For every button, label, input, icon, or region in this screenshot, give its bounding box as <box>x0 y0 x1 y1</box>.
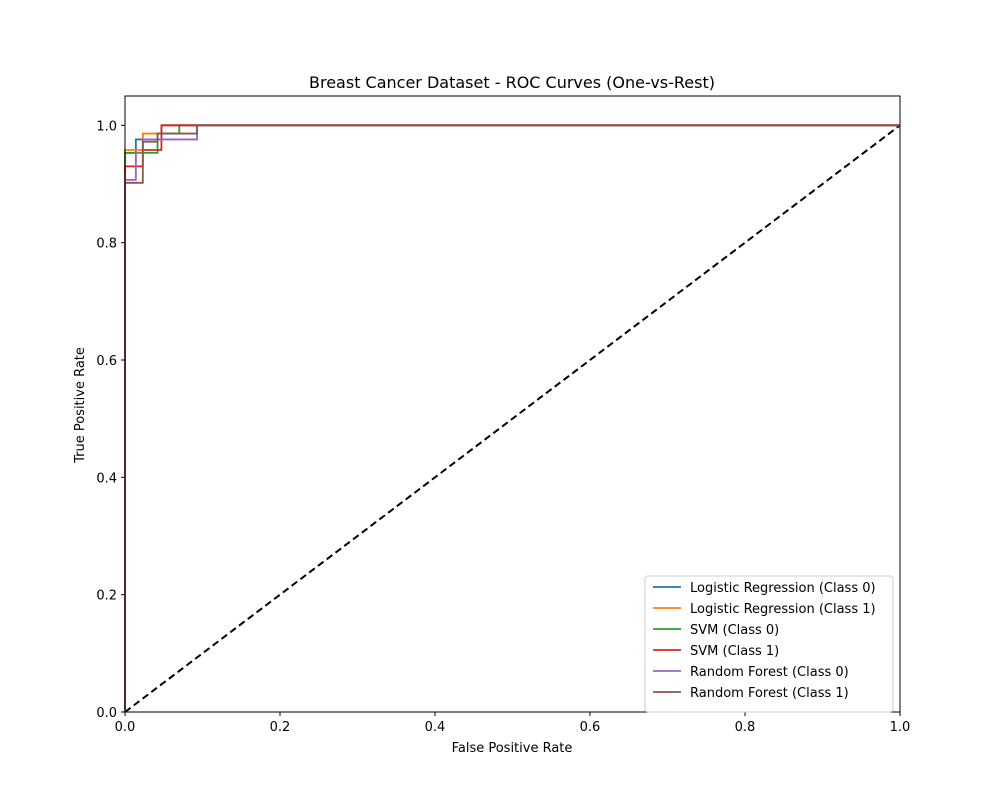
legend: Logistic Regression (Class 0) Logistic Re… <box>644 575 894 713</box>
y-tick-label: 0.2 <box>96 589 117 604</box>
reference-diagonal-line <box>124 124 901 713</box>
legend-label: SVM (Class 1) <box>690 644 779 659</box>
y-tick-label: 0.0 <box>96 706 117 721</box>
plot-lines <box>124 124 901 713</box>
roc-curve-series-5 <box>124 124 900 712</box>
y-tick-label: 1.0 <box>96 119 117 134</box>
x-tick-label: 0.2 <box>270 720 291 735</box>
x-tick-label: 1.0 <box>890 720 911 735</box>
y-axis-label: True Positive Rate <box>73 347 88 464</box>
y-axis-ticks: 0.0 0.2 0.4 0.6 0.8 1.0 <box>96 119 125 721</box>
legend-label: SVM (Class 0) <box>690 623 779 638</box>
x-axis-ticks: 0.0 0.2 0.4 0.6 0.8 1.0 <box>115 712 911 735</box>
x-tick-label: 0.6 <box>580 720 601 735</box>
y-tick-label: 0.8 <box>96 237 117 252</box>
x-tick-label: 0.0 <box>115 720 136 735</box>
legend-label: Logistic Regression (Class 0) <box>690 581 876 596</box>
legend-label: Random Forest (Class 1) <box>690 686 849 701</box>
y-tick-label: 0.6 <box>96 354 117 369</box>
plot-frame <box>124 95 901 713</box>
chart-title: Breast Cancer Dataset - ROC Curves (One-… <box>309 73 715 92</box>
legend-box <box>644 575 894 713</box>
y-tick-label: 0.4 <box>96 471 117 486</box>
x-tick-label: 0.4 <box>425 720 446 735</box>
x-axis-label: False Positive Rate <box>452 741 573 756</box>
legend-label: Random Forest (Class 0) <box>690 665 849 680</box>
legend-label: Logistic Regression (Class 1) <box>690 602 876 617</box>
x-tick-label: 0.8 <box>735 720 756 735</box>
